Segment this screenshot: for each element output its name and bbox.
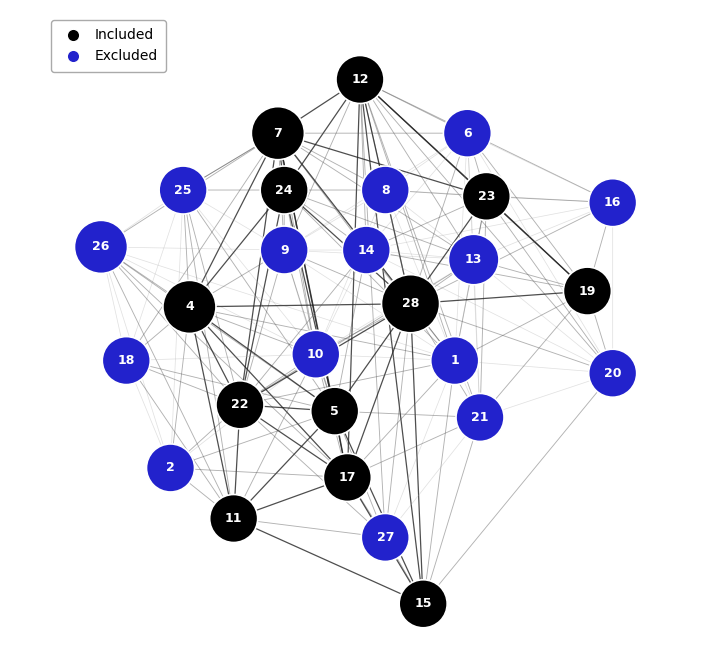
- Circle shape: [449, 234, 499, 285]
- Circle shape: [361, 513, 409, 561]
- Text: 11: 11: [225, 512, 243, 525]
- Text: 7: 7: [274, 127, 282, 139]
- Text: 14: 14: [358, 243, 375, 257]
- Legend: Included, Excluded: Included, Excluded: [51, 20, 166, 72]
- Text: 17: 17: [338, 471, 356, 484]
- Circle shape: [323, 453, 372, 501]
- Circle shape: [382, 274, 440, 333]
- Text: 4: 4: [185, 301, 194, 313]
- Circle shape: [462, 172, 510, 220]
- Circle shape: [342, 226, 390, 274]
- Text: 2: 2: [166, 461, 175, 474]
- Circle shape: [163, 280, 216, 334]
- Circle shape: [216, 381, 264, 429]
- Text: 24: 24: [276, 184, 293, 197]
- Text: 27: 27: [377, 531, 394, 544]
- Circle shape: [146, 444, 194, 492]
- Circle shape: [260, 226, 308, 274]
- Circle shape: [444, 109, 491, 157]
- Text: 21: 21: [472, 411, 489, 424]
- Circle shape: [564, 267, 611, 315]
- Text: 6: 6: [463, 127, 472, 139]
- Circle shape: [589, 179, 636, 226]
- Circle shape: [399, 580, 447, 628]
- Circle shape: [456, 393, 504, 442]
- Circle shape: [74, 220, 127, 274]
- Circle shape: [431, 337, 479, 384]
- Circle shape: [159, 166, 207, 214]
- Text: 25: 25: [174, 184, 192, 197]
- Text: 16: 16: [604, 196, 621, 209]
- Text: 13: 13: [465, 253, 482, 266]
- Text: 5: 5: [330, 405, 339, 418]
- Text: 15: 15: [415, 597, 432, 610]
- Text: 26: 26: [92, 240, 109, 253]
- Text: 20: 20: [604, 367, 621, 380]
- Circle shape: [311, 387, 359, 435]
- Text: 12: 12: [351, 73, 369, 86]
- Circle shape: [251, 107, 305, 160]
- Circle shape: [210, 495, 258, 542]
- Circle shape: [336, 55, 384, 103]
- Text: 22: 22: [231, 398, 248, 411]
- Text: 23: 23: [477, 190, 495, 203]
- Text: 19: 19: [579, 285, 596, 297]
- Circle shape: [589, 349, 636, 397]
- Text: 1: 1: [451, 354, 459, 367]
- Text: 28: 28: [402, 297, 419, 310]
- Circle shape: [292, 330, 340, 378]
- Text: 8: 8: [381, 184, 390, 197]
- Text: 18: 18: [117, 354, 135, 367]
- Circle shape: [102, 337, 150, 384]
- Text: 9: 9: [280, 243, 289, 257]
- Circle shape: [361, 166, 409, 214]
- Circle shape: [260, 166, 308, 214]
- Text: 10: 10: [307, 348, 325, 361]
